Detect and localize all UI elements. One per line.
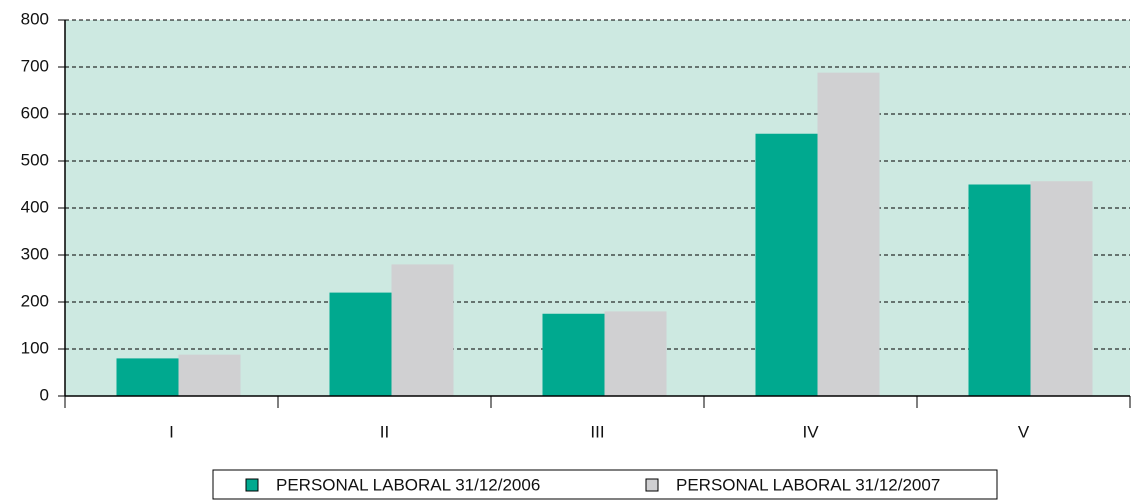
x-tick-label: V — [1018, 422, 1030, 441]
bar — [542, 313, 605, 396]
y-tick-label: 0 — [40, 385, 49, 404]
x-tick-label: II — [380, 422, 389, 441]
legend-box — [212, 469, 998, 500]
y-tick-label: 300 — [21, 244, 49, 263]
legend-swatch — [245, 478, 259, 492]
x-tick-label: III — [590, 422, 604, 441]
y-tick-label: 400 — [21, 197, 49, 216]
y-tick-label: 800 — [21, 9, 49, 28]
bar — [604, 311, 667, 396]
bar — [1030, 181, 1093, 396]
y-tick-label: 200 — [21, 291, 49, 310]
bar — [817, 72, 880, 396]
y-tick-label: 100 — [21, 338, 49, 357]
bar — [178, 354, 241, 396]
legend-label: PERSONAL LABORAL 31/12/2007 — [676, 475, 940, 494]
bar — [116, 358, 179, 396]
y-tick-label: 500 — [21, 150, 49, 169]
bar — [968, 184, 1031, 396]
y-tick-label: 600 — [21, 103, 49, 122]
bar — [755, 133, 818, 397]
legend-swatch — [645, 478, 659, 492]
x-tick-label: IV — [802, 422, 819, 441]
legend-label: PERSONAL LABORAL 31/12/2006 — [276, 475, 540, 494]
bar — [391, 264, 454, 396]
x-tick-label: I — [169, 422, 174, 441]
y-tick-label: 700 — [21, 56, 49, 75]
bar — [329, 292, 392, 396]
